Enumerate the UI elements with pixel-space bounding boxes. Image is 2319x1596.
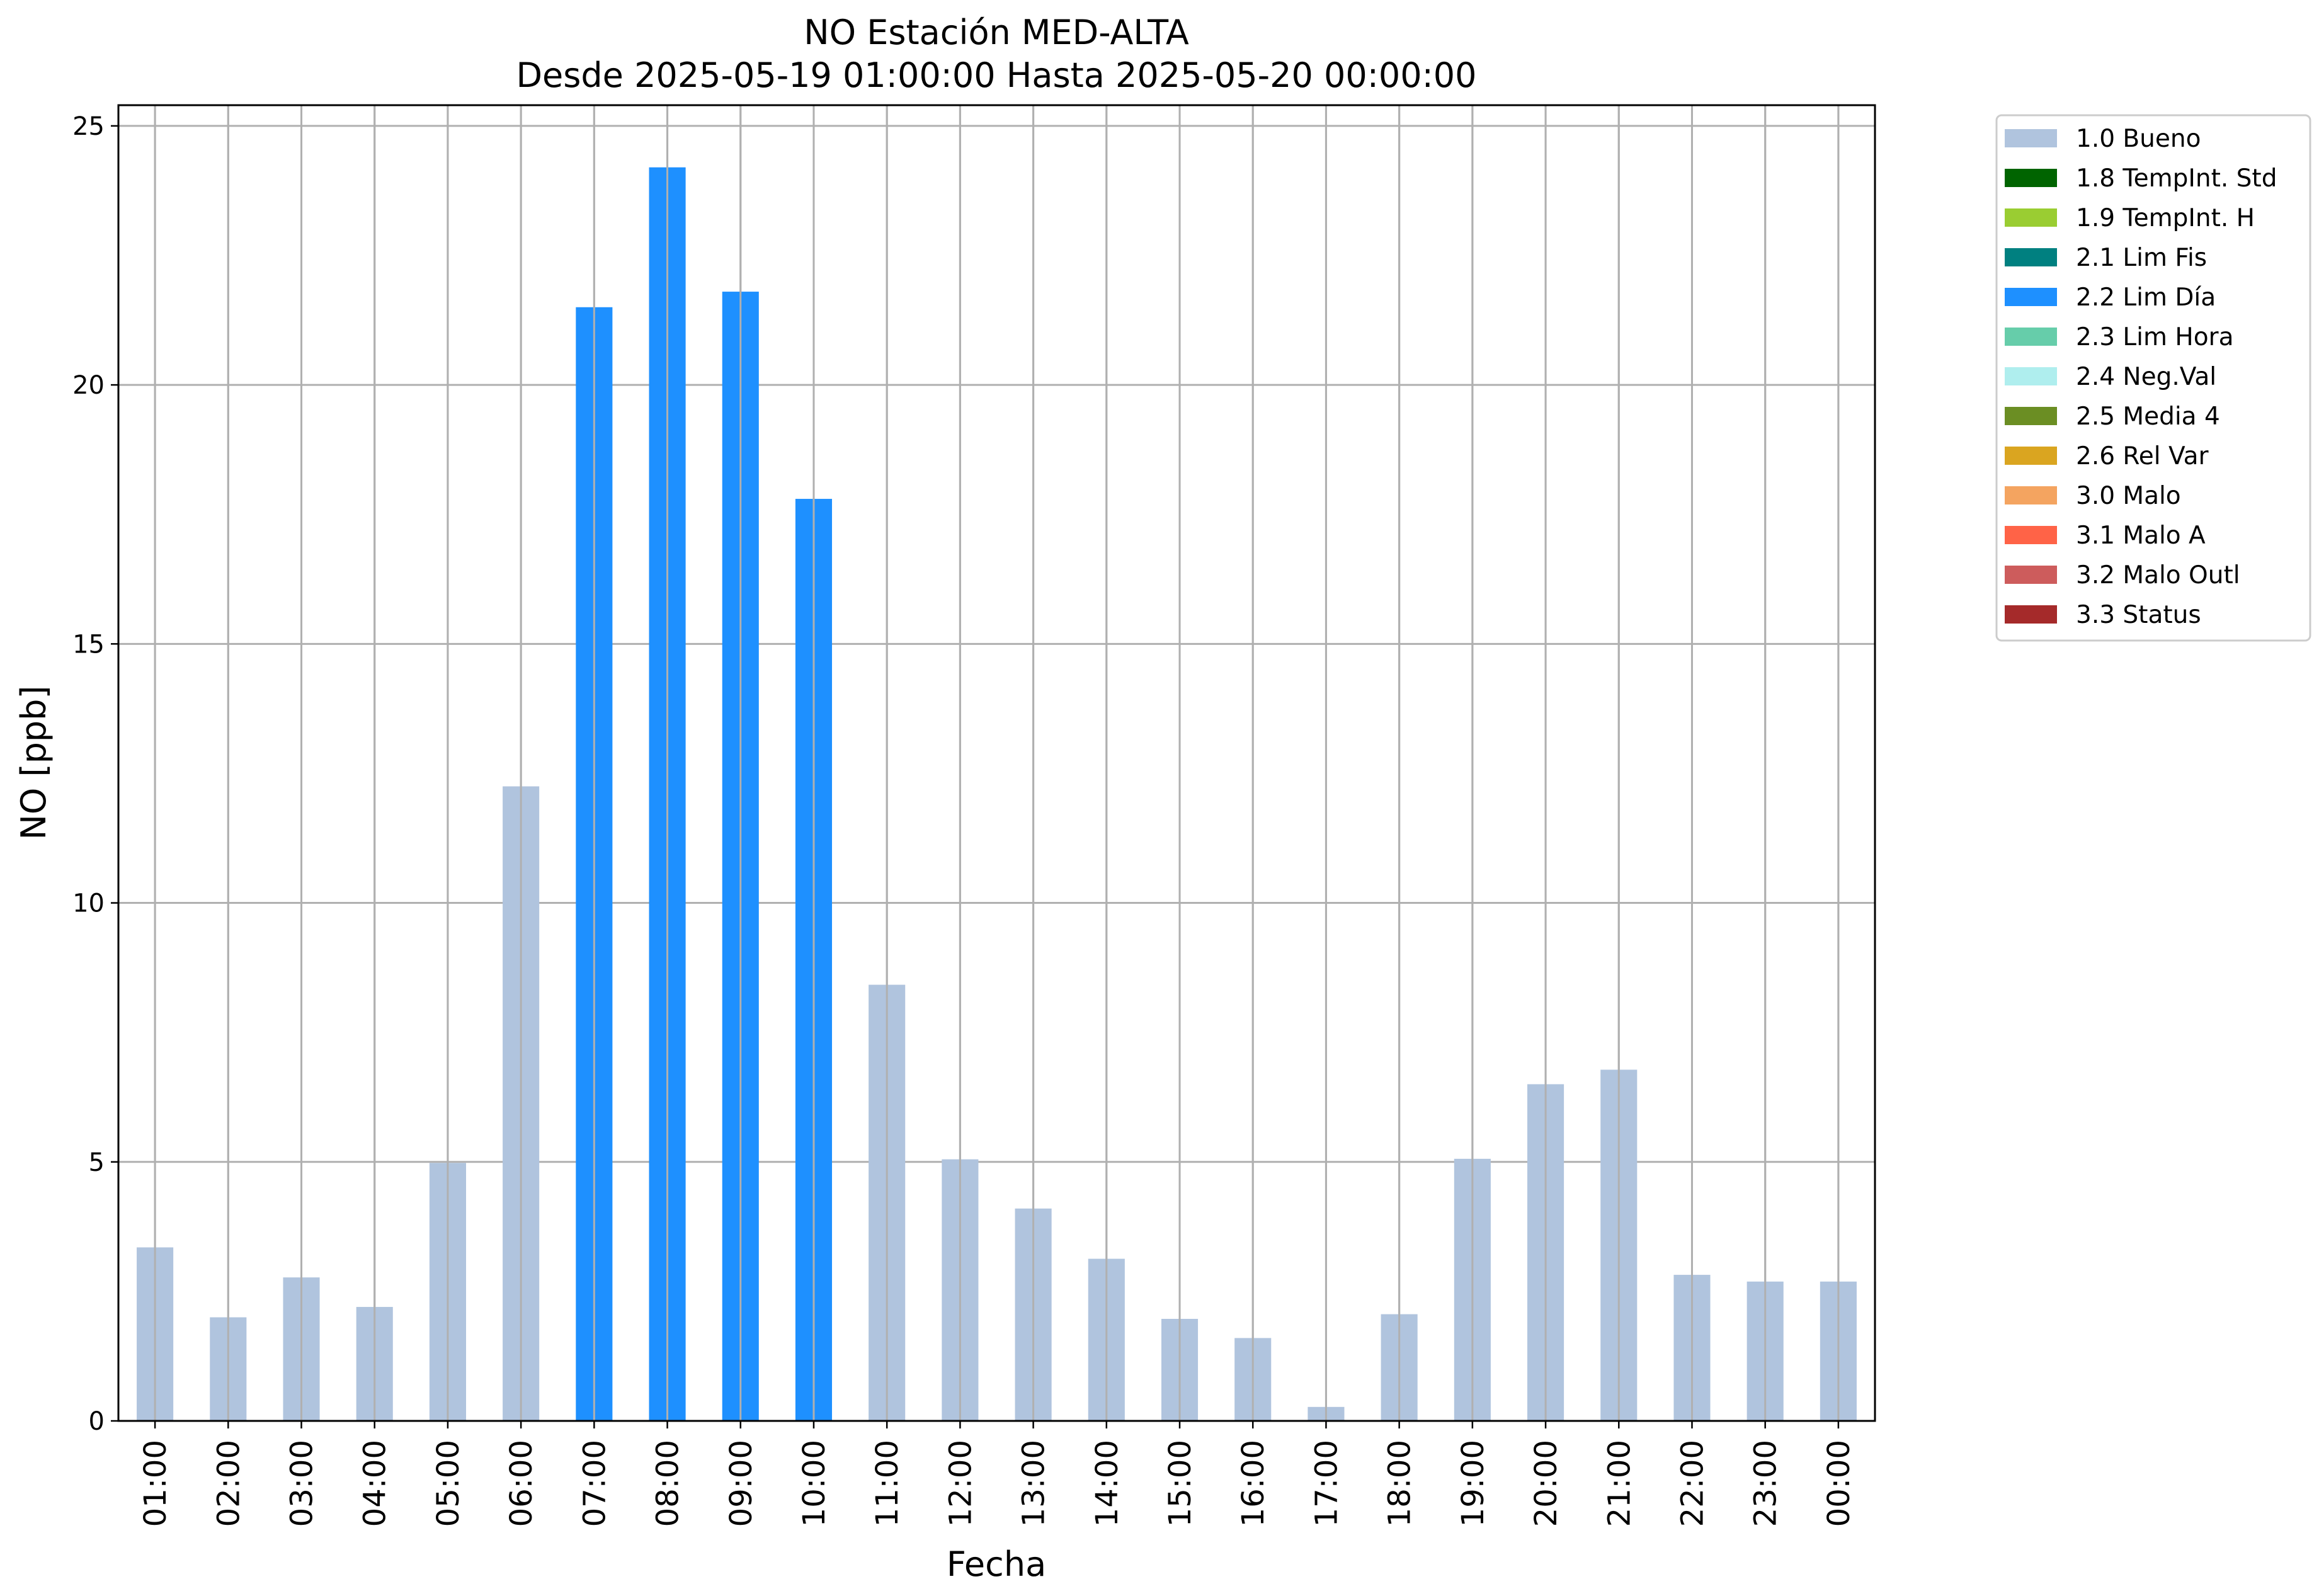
legend-label: 3.0 Malo: [2076, 482, 2181, 510]
x-tick-label: 10:00: [797, 1440, 832, 1527]
legend-swatch: [2005, 367, 2057, 385]
x-tick-label: 05:00: [431, 1440, 466, 1527]
y-tick-label: 20: [72, 371, 105, 400]
x-tick-label: 08:00: [651, 1440, 686, 1527]
x-tick-label: 12:00: [943, 1440, 978, 1527]
legend-label: 1.0 Bueno: [2076, 125, 2201, 153]
plot-frame: [117, 104, 1876, 1422]
legend-label: 1.9 TempInt. H: [2076, 204, 2255, 232]
legend-label: 3.2 Malo Outl: [2076, 561, 2240, 590]
legend-swatch: [2005, 605, 2057, 624]
legend-swatch: [2005, 566, 2057, 584]
x-tick-label: 06:00: [504, 1440, 539, 1527]
x-tick-label: 16:00: [1236, 1440, 1271, 1527]
legend-label: 3.1 Malo A: [2076, 522, 2206, 550]
x-tick-label: 03:00: [285, 1440, 320, 1527]
x-tick-label: 21:00: [1602, 1440, 1637, 1527]
x-tick-label: 17:00: [1309, 1440, 1344, 1527]
legend-swatch: [2005, 328, 2057, 346]
legend-label: 2.2 Lim Día: [2076, 283, 2216, 312]
legend-swatch: [2005, 486, 2057, 504]
x-tick-label: 07:00: [577, 1440, 612, 1527]
legend: 1.0 Bueno 1.8 TempInt. Std 1.9 TempInt. H 2…: [1995, 114, 2311, 642]
legend-label: 1.8 TempInt. Std: [2076, 164, 2277, 193]
legend-swatch: [2005, 208, 2057, 227]
chart-title: NO Estación MED-ALTA: [804, 13, 1189, 52]
x-tick-label: 20:00: [1529, 1440, 1564, 1527]
legend-label: 2.6 Rel Var: [2076, 442, 2209, 470]
y-tick-label: 0: [89, 1407, 105, 1436]
legend-swatch: [2005, 288, 2057, 306]
legend-swatch: [2005, 447, 2057, 465]
x-tick-label: 23:00: [1748, 1440, 1784, 1527]
x-tick-label: 18:00: [1382, 1440, 1418, 1527]
y-axis: 0 5 10 15 20 25: [72, 112, 118, 1436]
x-tick-label: 15:00: [1163, 1440, 1198, 1527]
legend-swatch: [2005, 526, 2057, 544]
chart-subtitle: Desde 2025-05-19 01:00:00 Hasta 2025-05-…: [516, 55, 1476, 95]
legend-label: 2.4 Neg.Val: [2076, 363, 2216, 391]
bars-layer: [137, 105, 1857, 1422]
legend-swatch: [2005, 169, 2057, 187]
y-tick-label: 5: [89, 1148, 105, 1177]
y-tick-label: 25: [72, 112, 105, 141]
legend-label: 3.3 Status: [2076, 601, 2201, 629]
y-tick-label: 15: [72, 630, 105, 659]
legend-box: [1995, 114, 2311, 642]
x-tick-label: 11:00: [870, 1440, 905, 1527]
legend-label: 2.3 Lim Hora: [2076, 323, 2234, 351]
y-tick-label: 10: [72, 889, 105, 918]
x-tick-label: 19:00: [1456, 1440, 1491, 1527]
legend-swatch: [2005, 407, 2057, 425]
x-tick-label: 13:00: [1017, 1440, 1052, 1527]
x-tick-label: 09:00: [724, 1440, 759, 1527]
y-axis-label: NO [ppb]: [14, 685, 54, 840]
legend-label: 2.5 Media 4: [2076, 402, 2220, 431]
legend-swatch: [2005, 248, 2057, 266]
x-tick-label: 00:00: [1821, 1440, 1857, 1527]
x-axis: 01:00 02:00 03:00 04:00 05:00 06:00 07:00 08:00…: [138, 1421, 1857, 1527]
legend-swatch: [2005, 129, 2057, 147]
x-tick-label: 01:00: [138, 1440, 173, 1527]
x-tick-label: 14:00: [1090, 1440, 1125, 1527]
legend-label: 2.1 Lim Fis: [2076, 244, 2207, 272]
x-tick-label: 02:00: [211, 1440, 246, 1527]
x-tick-label: 04:00: [358, 1440, 393, 1527]
x-axis-label: Fecha: [947, 1544, 1046, 1584]
x-tick-label: 22:00: [1675, 1440, 1710, 1527]
